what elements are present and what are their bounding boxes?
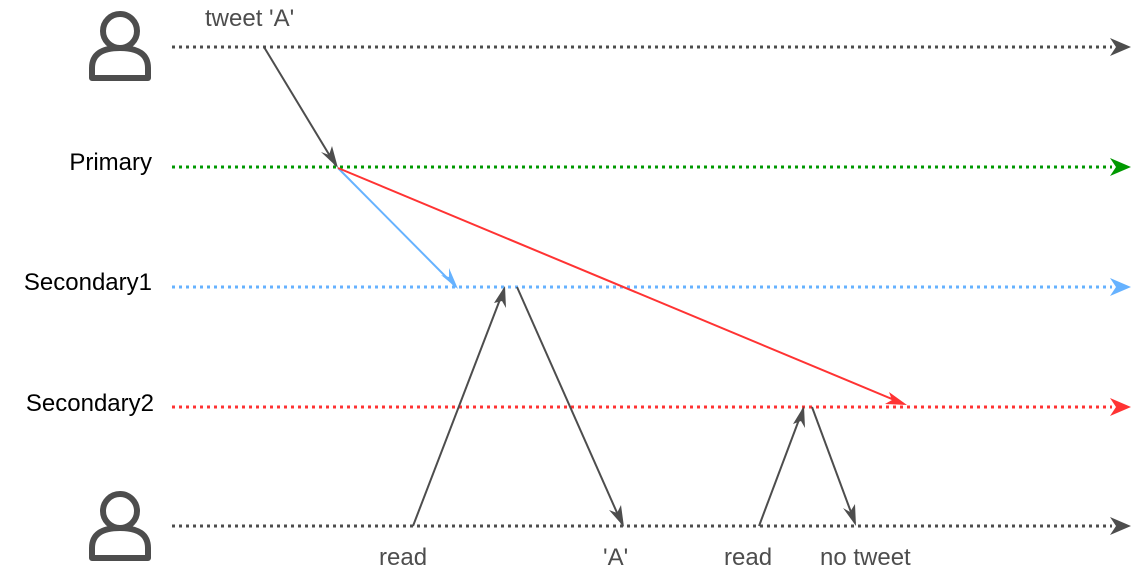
reply2-arrowhead (843, 504, 856, 526)
message-label-write: tweet 'A' (205, 5, 294, 32)
reply1-arrowhead (609, 505, 624, 527)
replicate-secondary2-arrowhead (885, 392, 907, 405)
message-label-read2: read (724, 544, 772, 571)
timeline-writer-arrowhead (1110, 38, 1131, 56)
timeline-secondary2-arrowhead (1110, 398, 1131, 416)
reply1-arrow (516, 286, 623, 525)
read2-arrowhead (793, 406, 805, 428)
replicate-secondary2-arrow (337, 167, 905, 405)
user-icon (89, 11, 151, 81)
message-label-read1: read (379, 544, 427, 571)
read1-arrowhead (494, 286, 506, 308)
timeline-reader-arrowhead (1110, 517, 1131, 535)
reply2-arrow (811, 406, 856, 524)
row-label-secondary2: Secondary2 (26, 390, 154, 417)
user-icon (89, 491, 151, 561)
write-arrowhead (321, 146, 338, 168)
timeline-secondary1-arrowhead (1110, 278, 1131, 296)
read1-arrow (412, 288, 505, 527)
row-label-primary: Primary (69, 149, 152, 176)
replicate-secondary1-arrow (337, 167, 457, 288)
message-label-reply1: 'A' (603, 544, 628, 571)
read2-arrow (758, 408, 804, 527)
replicate-secondary1-arrowhead (441, 268, 458, 289)
write-arrow (263, 46, 337, 167)
row-label-secondary1: Secondary1 (24, 269, 152, 296)
timeline-primary-arrowhead (1110, 158, 1131, 176)
message-label-reply2: no tweet (820, 544, 911, 571)
